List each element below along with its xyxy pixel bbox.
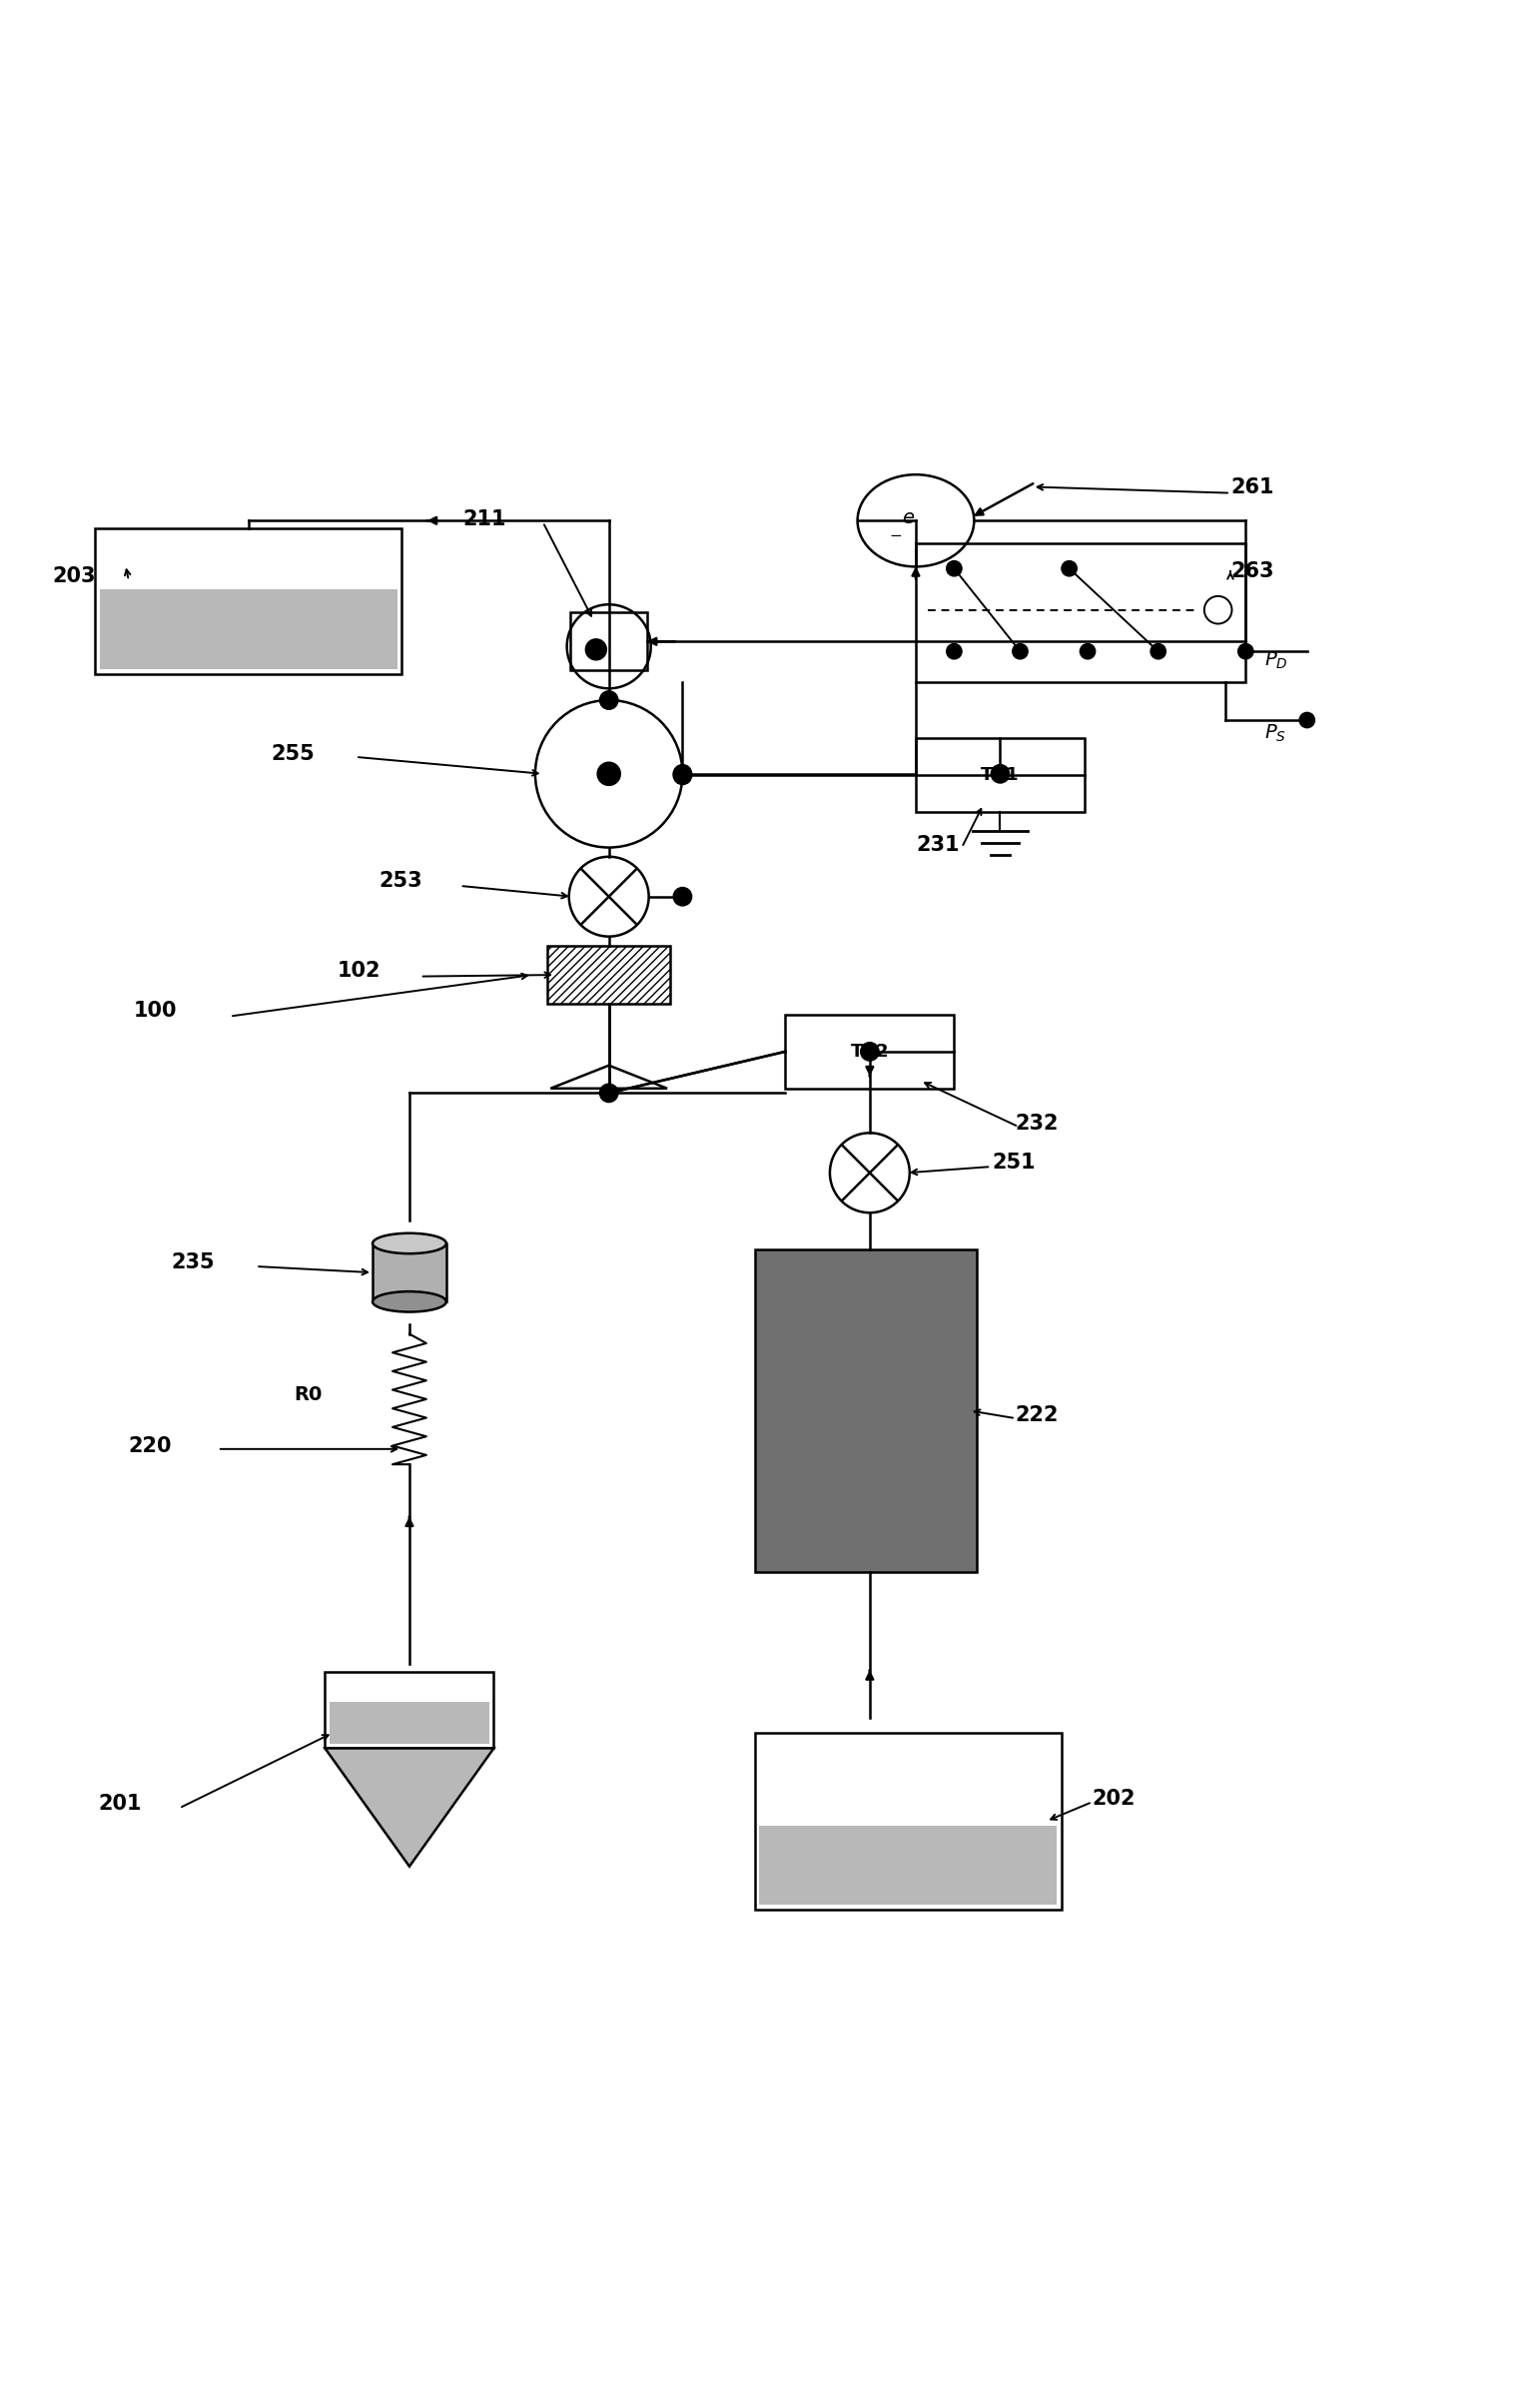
Text: 102: 102 <box>337 960 380 980</box>
Text: 232: 232 <box>1015 1114 1060 1134</box>
Text: TR2: TR2 <box>850 1042 889 1061</box>
Bar <box>755 1249 978 1572</box>
Circle shape <box>1150 643 1166 660</box>
Circle shape <box>673 888 691 905</box>
Ellipse shape <box>373 1293 447 1312</box>
Polygon shape <box>325 1747 494 1865</box>
Circle shape <box>599 1083 618 1102</box>
Text: 251: 251 <box>992 1153 1036 1172</box>
Text: 235: 235 <box>171 1252 216 1271</box>
Bar <box>330 1702 490 1743</box>
Text: 203: 203 <box>52 566 95 585</box>
Text: $P_D$: $P_D$ <box>1264 650 1287 672</box>
Bar <box>373 1244 447 1302</box>
Bar <box>759 1825 1056 1904</box>
Text: 211: 211 <box>464 510 507 530</box>
Text: 253: 253 <box>379 871 422 891</box>
Bar <box>570 614 647 669</box>
Bar <box>916 544 1246 681</box>
Circle shape <box>599 691 618 710</box>
Bar <box>785 1016 955 1088</box>
Text: 263: 263 <box>1230 561 1274 582</box>
Text: 222: 222 <box>1015 1406 1060 1425</box>
Bar <box>325 1670 494 1747</box>
Text: 100: 100 <box>132 1001 177 1021</box>
Text: $P_S$: $P_S$ <box>1264 722 1286 744</box>
Circle shape <box>1300 712 1315 727</box>
Circle shape <box>1061 561 1076 575</box>
Bar <box>548 946 670 1004</box>
Text: 255: 255 <box>271 744 316 763</box>
Text: 220: 220 <box>129 1437 172 1456</box>
Circle shape <box>673 765 691 782</box>
Text: TR1: TR1 <box>981 765 1019 785</box>
Circle shape <box>1238 643 1254 660</box>
Bar <box>95 527 402 674</box>
Circle shape <box>1080 643 1095 660</box>
Text: 261: 261 <box>1230 477 1274 496</box>
Circle shape <box>1012 643 1027 660</box>
Circle shape <box>585 638 607 660</box>
Circle shape <box>596 761 621 787</box>
Circle shape <box>947 643 962 660</box>
Bar <box>100 590 397 669</box>
Text: 201: 201 <box>99 1793 142 1812</box>
Circle shape <box>947 561 962 575</box>
Circle shape <box>861 1042 879 1061</box>
Text: R0: R0 <box>294 1384 323 1403</box>
Circle shape <box>673 765 691 785</box>
Text: −: − <box>890 530 902 544</box>
Bar <box>755 1733 1061 1909</box>
Text: e: e <box>902 508 915 527</box>
Text: 202: 202 <box>1092 1788 1135 1810</box>
Text: 231: 231 <box>916 835 959 854</box>
Bar <box>916 739 1084 811</box>
Circle shape <box>990 765 1009 782</box>
Ellipse shape <box>373 1232 447 1254</box>
